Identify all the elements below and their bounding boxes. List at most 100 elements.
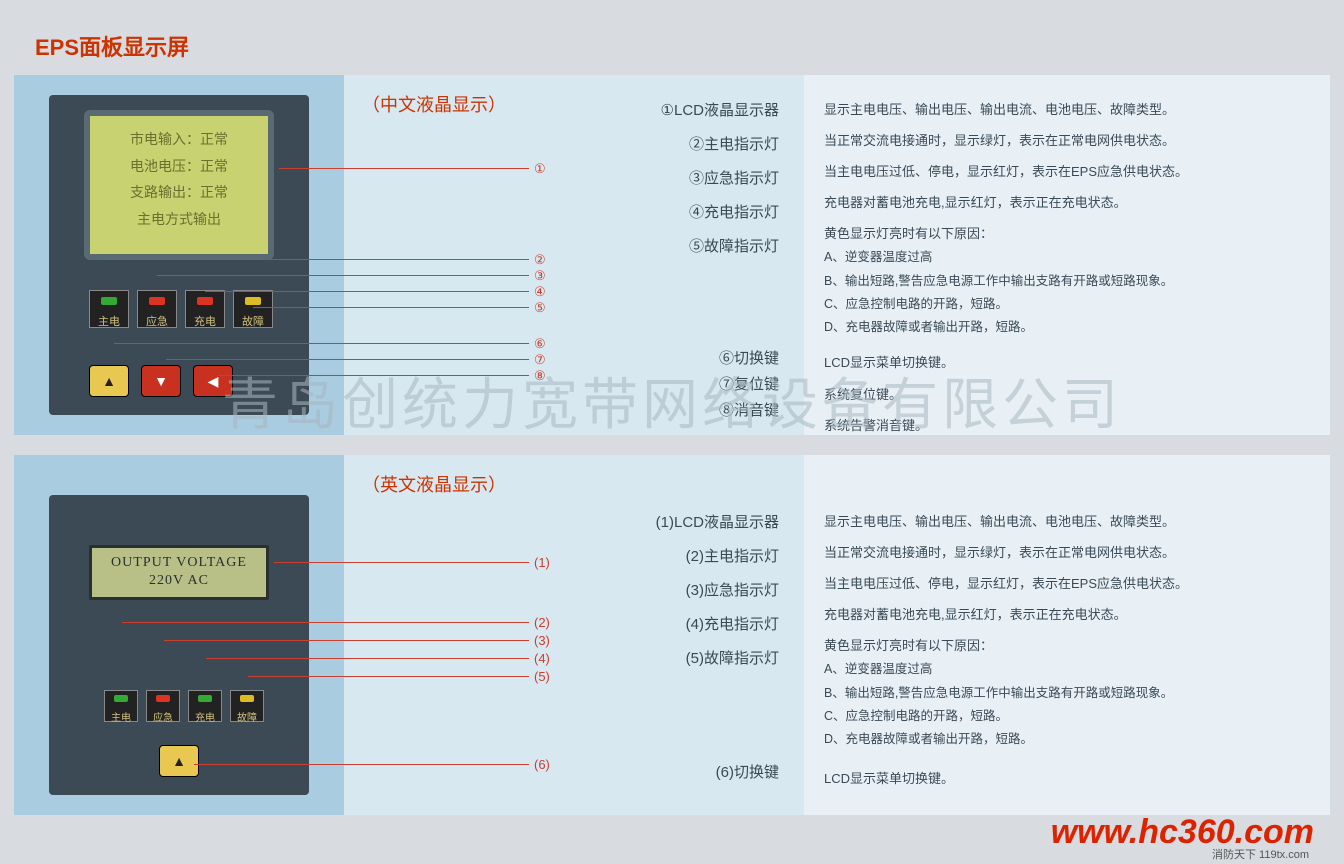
callout-marker: ⑦ [534, 352, 546, 368]
fault-head: 黄色显示灯亮时有以下原因： [824, 635, 1310, 657]
callout-marker: ⑥ [534, 336, 546, 352]
callout-marker: ③ [534, 268, 546, 284]
item-label: ①LCD液晶显示器 [661, 99, 779, 120]
fault-item: B、输出短路,警告应急电源工作中输出支路有开路或短路现象。 [824, 271, 1310, 292]
panel-col-en: OUTPUT VOLTAGE 220V AC 主电 应急 充电 故障 ▲ [14, 455, 344, 815]
lcd-line: 支路输出：正常 [98, 179, 260, 206]
led-dot [156, 695, 170, 702]
indicator-main-power: 主电 [89, 290, 129, 328]
indicator-emergency: 应急 [137, 290, 177, 328]
section-english: OUTPUT VOLTAGE 220V AC 主电 应急 充电 故障 ▲ （英文… [14, 455, 1330, 815]
desc-text: 当正常交流电接通时，显示绿灯，表示在正常电网供电状态。 [824, 130, 1310, 152]
fault-head: 黄色显示灯亮时有以下原因： [824, 223, 1310, 245]
triangle-up-icon: ▲ [102, 373, 116, 389]
indicator-charging: 充电 [188, 690, 222, 722]
subtitle-en: （英文液晶显示） [362, 471, 506, 497]
device-en: OUTPUT VOLTAGE 220V AC 主电 应急 充电 故障 ▲ [49, 495, 309, 795]
button-reset[interactable]: ▼ [141, 365, 181, 397]
leader-line [114, 343, 529, 344]
indicator-label: 主电 [111, 713, 131, 724]
fault-item: D、充电器故障或者输出开路，短路。 [824, 729, 1310, 750]
leader-line [205, 291, 529, 292]
item-label: ⑥切换键 [719, 347, 779, 368]
control-row-en: ▲ [159, 745, 199, 777]
leader-line [166, 359, 529, 360]
desc-text: 当正常交流电接通时，显示绿灯，表示在正常电网供电状态。 [824, 542, 1310, 564]
watermark-source: 消防天下 119tx.com [1212, 846, 1309, 862]
fault-item: A、逆变器温度过高 [824, 659, 1310, 680]
led-dot [198, 695, 212, 702]
leader-line [206, 658, 529, 659]
item-label: ②主电指示灯 [689, 133, 779, 154]
triangle-up-icon: ▲ [172, 753, 186, 769]
indicator-label: 应急 [153, 713, 173, 724]
led-dot [114, 695, 128, 702]
item-label: (2)主电指示灯 [686, 545, 779, 566]
item-label: ⑧消音键 [719, 399, 779, 420]
indicator-label: 充电 [195, 713, 215, 724]
fault-item: A、逆变器温度过高 [824, 247, 1310, 268]
button-switch[interactable]: ▲ [89, 365, 129, 397]
indicator-emergency: 应急 [146, 690, 180, 722]
led-dot [197, 297, 213, 305]
desc-text: LCD显示菜单切换键。 [824, 352, 1310, 374]
page-title: EPS面板显示屏 [35, 30, 189, 62]
device-cn: 市电输入：正常 电池电压：正常 支路输出：正常 主电方式输出 主电 应急 充电 … [49, 95, 309, 415]
leader-line [122, 622, 529, 623]
callout-marker: (4) [534, 651, 550, 666]
indicator-row-cn: 主电 应急 充电 故障 [89, 290, 273, 328]
item-label: ④充电指示灯 [689, 201, 779, 222]
section-chinese: 市电输入：正常 电池电压：正常 支路输出：正常 主电方式输出 主电 应急 充电 … [14, 75, 1330, 435]
led-dot [240, 695, 254, 702]
callout-marker: (3) [534, 633, 550, 648]
lcd-screen-en: OUTPUT VOLTAGE 220V AC [89, 545, 269, 600]
subtitle-cn: （中文液晶显示） [362, 91, 506, 117]
item-label: ⑦复位键 [719, 373, 779, 394]
label-col-en: （英文液晶显示） (1) (2) (3) (4) (5) (6) (1)LCD液… [344, 455, 804, 815]
fault-item: B、输出短路,警告应急电源工作中输出支路有开路或短路现象。 [824, 683, 1310, 704]
desc-text: 当主电电压过低、停电，显示红灯，表示在EPS应急供电状态。 [824, 573, 1310, 595]
button-switch[interactable]: ▲ [159, 745, 199, 777]
callout-marker: ① [534, 161, 546, 177]
item-label: (1)LCD液晶显示器 [656, 511, 779, 532]
desc-text: 当主电电压过低、停电，显示红灯，表示在EPS应急供电状态。 [824, 161, 1310, 183]
callout-marker: (2) [534, 615, 550, 630]
item-label: (6)切换键 [716, 761, 779, 782]
callout-marker: ⑤ [534, 300, 546, 316]
lcd-line: 电池电压：正常 [98, 153, 260, 180]
desc-text: LCD显示菜单切换键。 [824, 768, 1310, 790]
desc-text: 充电器对蓄电池充电,显示红灯，表示正在充电状态。 [824, 604, 1310, 626]
triangle-left-icon: ◀ [208, 373, 219, 390]
desc-text: 系统告警消音键。 [824, 415, 1310, 437]
item-label: (5)故障指示灯 [686, 647, 779, 668]
desc-col-cn: 显示主电电压、输出电压、输出电流、电池电压、故障类型。 当正常交流电接通时，显示… [804, 75, 1330, 435]
indicator-label: 充电 [194, 316, 216, 328]
indicator-fault: 故障 [233, 290, 273, 328]
item-label: ⑤故障指示灯 [689, 235, 779, 256]
leader-line [194, 764, 529, 765]
leader-line [218, 375, 529, 376]
label-col-cn: （中文液晶显示） ① ② ③ ④ ⑤ ⑥ ⑦ ⑧ ①LCD液晶显示器 ②主电指示… [344, 75, 804, 435]
leader-line [279, 168, 529, 169]
led-dot [101, 297, 117, 305]
leader-line [248, 676, 529, 677]
desc-text: 显示主电电压、输出电压、输出电流、电池电压、故障类型。 [824, 511, 1310, 533]
leader-line [274, 562, 529, 563]
fault-item: C、应急控制电路的开路，短路。 [824, 294, 1310, 315]
indicator-label: 故障 [242, 316, 264, 328]
leader-line [109, 259, 529, 260]
indicator-label: 故障 [237, 713, 257, 724]
lcd-line: 市电输入：正常 [98, 126, 260, 153]
indicator-main-power: 主电 [104, 690, 138, 722]
lcd-line: 主电方式输出 [98, 206, 260, 233]
indicator-label: 应急 [146, 316, 168, 328]
indicator-label: 主电 [98, 316, 120, 328]
indicator-row-en: 主电 应急 充电 故障 [104, 690, 264, 722]
desc-col-en: 显示主电电压、输出电压、输出电流、电池电压、故障类型。 当正常交流电接通时，显示… [804, 455, 1330, 815]
callout-marker: ④ [534, 284, 546, 300]
button-mute[interactable]: ◀ [193, 365, 233, 397]
led-dot [245, 297, 261, 305]
callout-marker: ② [534, 252, 546, 268]
callout-marker: (5) [534, 669, 550, 684]
panel-col-cn: 市电输入：正常 电池电压：正常 支路输出：正常 主电方式输出 主电 应急 充电 … [14, 75, 344, 435]
